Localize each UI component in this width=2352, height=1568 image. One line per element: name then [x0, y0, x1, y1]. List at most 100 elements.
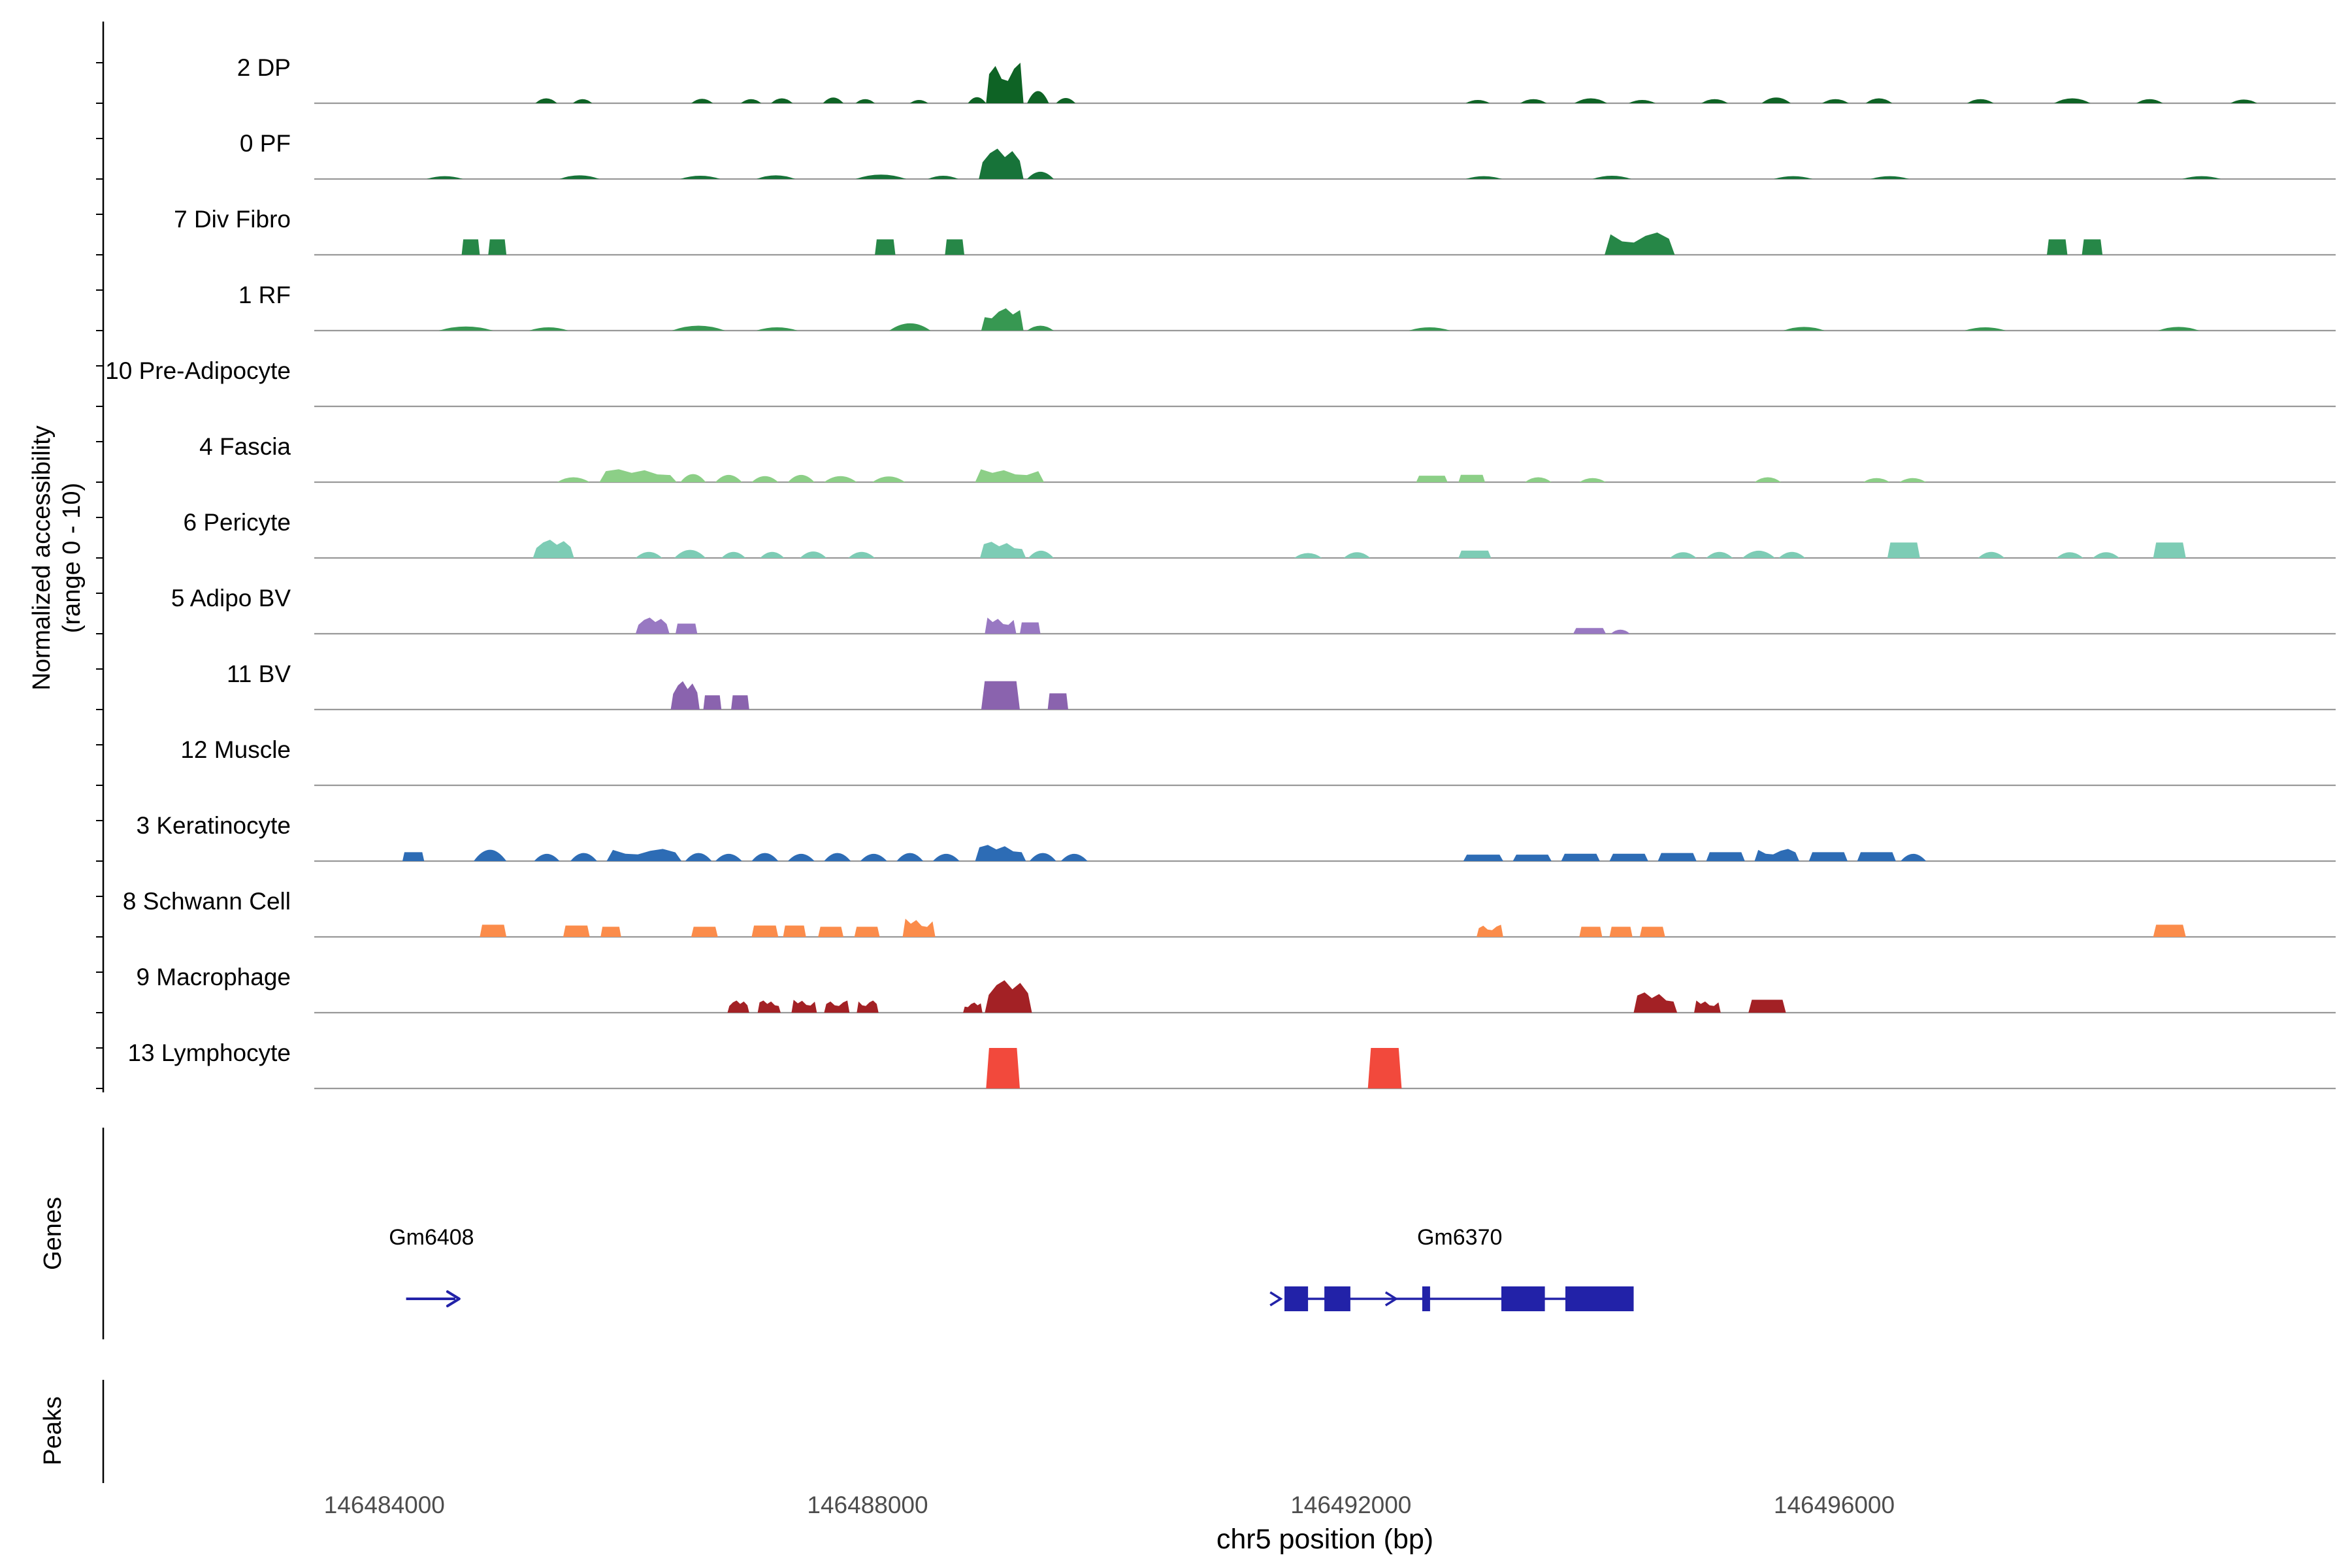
signal-peak	[599, 469, 677, 482]
signal-peak	[1561, 853, 1600, 861]
track-row: 12 Muscle	[96, 736, 2336, 787]
signal-peak	[635, 551, 662, 558]
signal-peak	[2182, 176, 2221, 179]
signal-peak	[1520, 99, 1547, 103]
signal-peak	[635, 617, 670, 634]
signal-peak	[1639, 926, 1665, 937]
signal-peak	[2056, 552, 2083, 558]
signal-peak	[1754, 849, 1799, 861]
signal-peak	[1029, 853, 1056, 861]
signal-peak	[1754, 477, 1782, 482]
signal-peak	[1870, 176, 1910, 179]
signal-peak	[1863, 478, 1890, 482]
signal-peak	[461, 239, 480, 255]
signal-peak	[480, 924, 507, 937]
signal-peak	[1027, 91, 1049, 103]
signal-peak	[757, 1000, 781, 1013]
signal-peak	[771, 98, 793, 103]
signal-peak	[559, 175, 600, 179]
signal-peak	[1047, 693, 1068, 710]
signal-peak	[783, 925, 806, 937]
signal-peak	[1978, 551, 2005, 558]
signal-peak	[740, 99, 762, 103]
track-label: 9 Macrophage	[136, 964, 291, 990]
gene-exon	[1324, 1286, 1350, 1311]
signal-peak	[1592, 176, 1631, 179]
gene-strand-chevron	[1269, 1291, 1283, 1307]
signal-peak	[1658, 853, 1697, 861]
signal-peak	[1609, 853, 1648, 861]
signal-peak	[1706, 551, 1733, 558]
signal-peak	[981, 681, 1020, 710]
signal-peak	[975, 469, 1044, 482]
signal-peak	[672, 325, 725, 331]
signal-peak	[1477, 924, 1503, 937]
track-label: 12 Muscle	[180, 736, 291, 763]
signal-peak	[788, 853, 815, 861]
signal-peak	[1742, 550, 1775, 558]
signal-peak	[1899, 478, 1927, 482]
gene-exon	[1565, 1286, 1634, 1311]
signal-peak	[1343, 552, 1371, 558]
gene-exon	[1284, 1286, 1309, 1311]
track-label: 8 Schwann Cell	[123, 888, 291, 915]
signal-peak	[751, 925, 779, 937]
signal-peak	[896, 853, 924, 861]
signal-peak	[818, 926, 843, 937]
x-axis-title: chr5 position (bp)	[1216, 1524, 1434, 1555]
signal-peak	[488, 239, 507, 255]
signal-peak	[872, 476, 906, 482]
signal-peak	[963, 1002, 983, 1013]
signal-peak	[715, 853, 742, 861]
signal-peak	[1694, 1000, 1721, 1013]
signal-peak	[756, 327, 798, 331]
x-tick-label: 146492000	[1290, 1492, 1411, 1518]
signal-peak	[570, 853, 597, 861]
signal-peak	[1901, 853, 1927, 861]
signal-peak	[1822, 99, 1849, 103]
gene-model: Gm6408	[389, 1225, 474, 1307]
track-row: 7 Div Fibro	[96, 206, 2336, 256]
signal-peak	[985, 980, 1032, 1013]
signal-peak	[2158, 327, 2199, 331]
track-label: 11 BV	[227, 661, 291, 687]
signal-peak	[606, 849, 682, 861]
signal-peak	[600, 926, 621, 937]
signal-peak	[751, 853, 779, 861]
signal-peak	[756, 175, 796, 179]
signal-peak	[1701, 99, 1728, 103]
signal-peak	[535, 98, 557, 103]
signal-peak	[1512, 855, 1552, 861]
track-row: 5 Adipo BV	[96, 585, 2336, 635]
gene-name-label: Gm6408	[389, 1225, 474, 1250]
track-row: 9 Macrophage	[96, 964, 2336, 1014]
track-label: 2 DP	[237, 54, 291, 81]
signal-peak	[1458, 474, 1485, 482]
track-label: 10 Pre-Adipocyte	[105, 357, 291, 384]
track-label: 3 Keratinocyte	[136, 812, 291, 839]
signal-peak	[402, 852, 425, 861]
signal-peak	[932, 853, 960, 861]
signal-peak	[438, 326, 493, 331]
signal-peak	[529, 327, 568, 331]
signal-peak	[1670, 552, 1697, 558]
track-label: 5 Adipo BV	[171, 585, 291, 612]
signal-peak	[427, 176, 463, 179]
signal-peak	[979, 148, 1024, 179]
signal-peak	[848, 551, 875, 558]
signal-peak	[1609, 926, 1633, 937]
signal-peak	[1748, 1000, 1786, 1013]
signal-peak	[1965, 327, 2006, 331]
signal-peak	[1579, 926, 1603, 937]
signal-peak	[1416, 476, 1448, 482]
signal-peak	[909, 100, 928, 103]
signal-peak	[855, 99, 875, 103]
signal-peak	[1605, 232, 1675, 255]
signal-peak	[1367, 1048, 1402, 1088]
gene-exon	[1501, 1286, 1545, 1311]
track-label: 6 Pericyte	[183, 509, 291, 536]
x-tick-label: 146484000	[324, 1492, 445, 1518]
signal-peak	[1706, 852, 1745, 861]
signal-peak	[721, 551, 746, 558]
signal-peak	[691, 99, 713, 103]
